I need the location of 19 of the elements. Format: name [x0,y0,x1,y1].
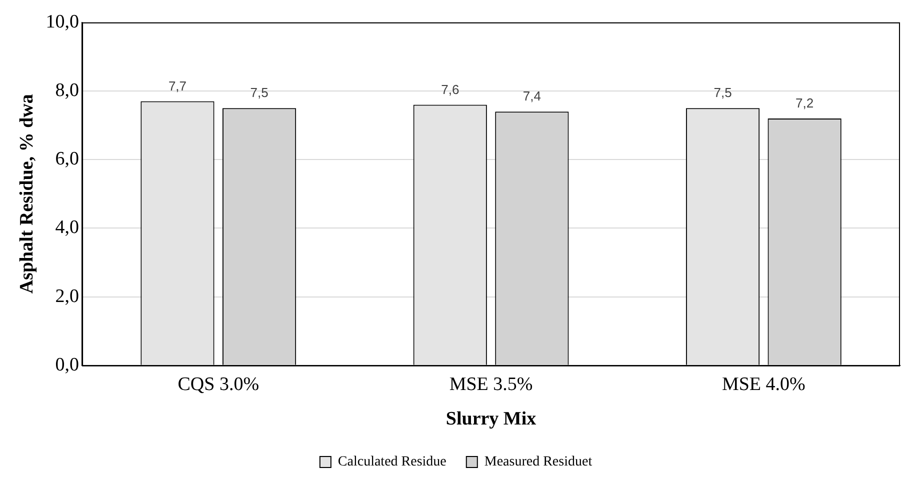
data-label: 7,6 [441,82,460,97]
x-axis-title: Slurry Mix [446,408,537,430]
y-axis-title: Asphalt Residue, % dwa [16,94,38,294]
legend-label: Measured Residuet [484,454,592,470]
y-tick-label: 6,0 [55,148,80,170]
x-tick-label: MSE 3.5% [449,374,533,395]
x-tick-label: CQS 3.0% [178,374,260,395]
y-tick-label: 4,0 [55,217,80,238]
data-label: 7,4 [522,88,541,104]
y-tick-label: 2,0 [55,286,80,307]
y-tick-label: 0,0 [55,354,80,376]
data-label: 7,2 [796,96,814,111]
legend-label: Calculated Residue [338,454,446,470]
data-label: 7,5 [250,85,268,100]
x-tick-label: MSE 4.0% [722,374,806,395]
y-tick-label: 10,0 [46,11,80,32]
data-label: 7,5 [714,85,732,100]
data-label: 7,7 [168,78,187,94]
y-tick-label: 8,0 [55,80,80,101]
